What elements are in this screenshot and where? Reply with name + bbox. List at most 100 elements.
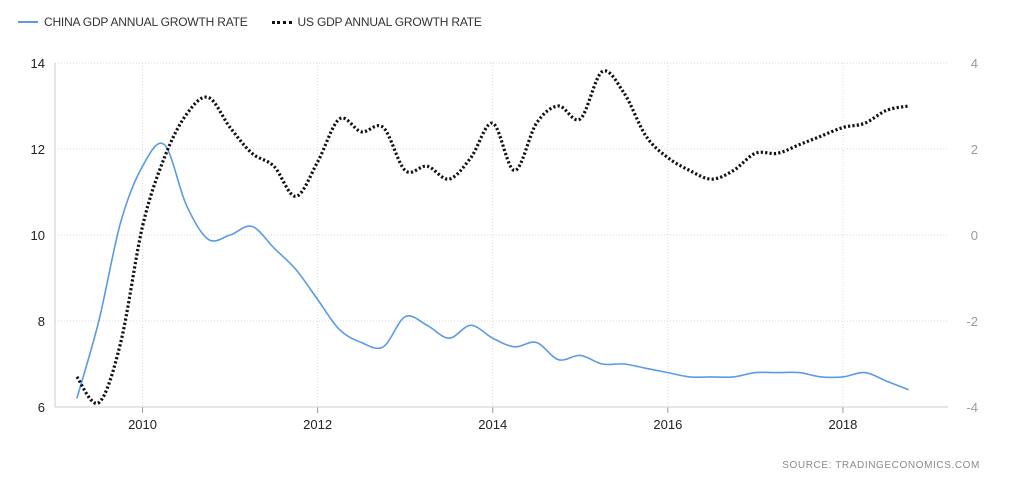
data-point-us bbox=[860, 118, 870, 128]
y-tick-label-left: 8 bbox=[38, 314, 45, 329]
data-point-china bbox=[685, 372, 695, 382]
data-point-china bbox=[94, 316, 104, 326]
data-point-us bbox=[575, 114, 585, 124]
data-point-us bbox=[663, 153, 673, 163]
data-point-china bbox=[356, 338, 366, 348]
data-point-china bbox=[553, 355, 563, 365]
data-point-us bbox=[116, 338, 126, 348]
data-point-us bbox=[422, 161, 432, 171]
data-point-us bbox=[356, 127, 366, 137]
data-point-us bbox=[794, 140, 804, 150]
data-point-china bbox=[619, 359, 629, 369]
data-point-us bbox=[400, 166, 410, 176]
y-tick-label-left: 12 bbox=[31, 142, 45, 157]
data-point-us bbox=[291, 191, 301, 201]
data-point-china bbox=[444, 333, 454, 343]
data-point-us bbox=[94, 398, 104, 408]
data-point-us bbox=[225, 123, 235, 133]
data-point-us bbox=[532, 118, 542, 128]
y-tick-label-right: 0 bbox=[971, 228, 978, 243]
data-point-us bbox=[553, 101, 563, 111]
data-point-us bbox=[72, 372, 82, 382]
data-point-us bbox=[838, 123, 848, 133]
data-point-china bbox=[860, 368, 870, 378]
data-point-china bbox=[247, 221, 257, 231]
data-point-us bbox=[619, 88, 629, 98]
data-point-china bbox=[816, 372, 826, 382]
data-point-us bbox=[203, 92, 213, 102]
y-tick-label-right: -2 bbox=[966, 314, 978, 329]
data-point-china bbox=[335, 325, 345, 335]
y-tick-label-left: 10 bbox=[31, 228, 45, 243]
data-point-us bbox=[269, 161, 279, 171]
data-point-china bbox=[772, 368, 782, 378]
data-point-us bbox=[138, 221, 148, 231]
x-tick-label: 2010 bbox=[128, 417, 157, 432]
data-point-china bbox=[707, 372, 717, 382]
data-point-china bbox=[138, 161, 148, 171]
data-point-china bbox=[116, 217, 126, 227]
data-point-china bbox=[641, 363, 651, 373]
axes: 6 8 10 12 14 -4 -2 0 2 4 2010 2012 2014 2016 2018 bbox=[31, 56, 978, 432]
legend-swatch-china bbox=[18, 21, 38, 23]
data-point-china bbox=[422, 320, 432, 330]
data-point-us bbox=[707, 174, 717, 184]
data-point-us bbox=[247, 148, 257, 158]
source-label: SOURCE: TRADINGECONOMICS.COM bbox=[782, 460, 980, 471]
y-tick-label-right: 2 bbox=[971, 142, 978, 157]
data-point-us bbox=[510, 166, 520, 176]
data-point-china bbox=[663, 368, 673, 378]
legend: CHINA GDP ANNUAL GROWTH RATE US GDP ANNU… bbox=[18, 12, 506, 32]
data-point-china bbox=[488, 333, 498, 343]
data-point-china bbox=[400, 312, 410, 322]
data-point-china bbox=[269, 243, 279, 253]
x-tick-label: 2018 bbox=[828, 417, 857, 432]
data-point-china bbox=[794, 368, 804, 378]
data-point-us bbox=[159, 153, 169, 163]
data-point-china bbox=[378, 342, 388, 352]
legend-item-us[interactable]: US GDP ANNUAL GROWTH RATE bbox=[271, 15, 482, 29]
y-tick-label-left: 14 bbox=[31, 56, 45, 71]
series-line-china bbox=[76, 142, 909, 399]
y-tick-label-right: 4 bbox=[971, 56, 978, 71]
legend-label-china: CHINA GDP ANNUAL GROWTH RATE bbox=[44, 15, 248, 29]
data-point-china bbox=[510, 342, 520, 352]
data-point-china bbox=[532, 338, 542, 348]
data-point-us bbox=[335, 114, 345, 124]
data-point-china bbox=[838, 372, 848, 382]
data-point-us bbox=[816, 131, 826, 141]
legend-item-china[interactable]: CHINA GDP ANNUAL GROWTH RATE bbox=[18, 15, 248, 29]
x-tick-label: 2014 bbox=[478, 417, 507, 432]
legend-swatch-us bbox=[271, 20, 292, 24]
data-point-china bbox=[72, 393, 82, 403]
data-point-us bbox=[488, 118, 498, 128]
data-point-china bbox=[466, 320, 476, 330]
data-point-us bbox=[772, 148, 782, 158]
data-point-china bbox=[203, 234, 213, 244]
data-point-us bbox=[181, 110, 191, 120]
data-point-us bbox=[882, 105, 892, 115]
data-point-china bbox=[575, 350, 585, 360]
data-point-us bbox=[750, 148, 760, 158]
data-point-us bbox=[685, 166, 695, 176]
data-point-china bbox=[313, 295, 323, 305]
data-point-china bbox=[181, 200, 191, 210]
data-point-us bbox=[904, 101, 914, 111]
data-point-us bbox=[641, 131, 651, 141]
y-tick-label-left: 6 bbox=[38, 400, 45, 415]
data-point-us bbox=[597, 67, 607, 77]
data-point-us bbox=[466, 153, 476, 163]
data-point-china bbox=[882, 376, 892, 386]
data-point-us bbox=[444, 174, 454, 184]
data-point-china bbox=[291, 264, 301, 274]
data-point-china bbox=[904, 385, 914, 395]
data-point-china bbox=[729, 372, 739, 382]
data-point-us bbox=[378, 123, 388, 133]
data-point-china bbox=[597, 359, 607, 369]
data-point-us bbox=[313, 157, 323, 167]
x-tick-label: 2016 bbox=[653, 417, 682, 432]
data-point-china bbox=[750, 368, 760, 378]
series-layer bbox=[72, 67, 914, 408]
data-point-us bbox=[729, 166, 739, 176]
